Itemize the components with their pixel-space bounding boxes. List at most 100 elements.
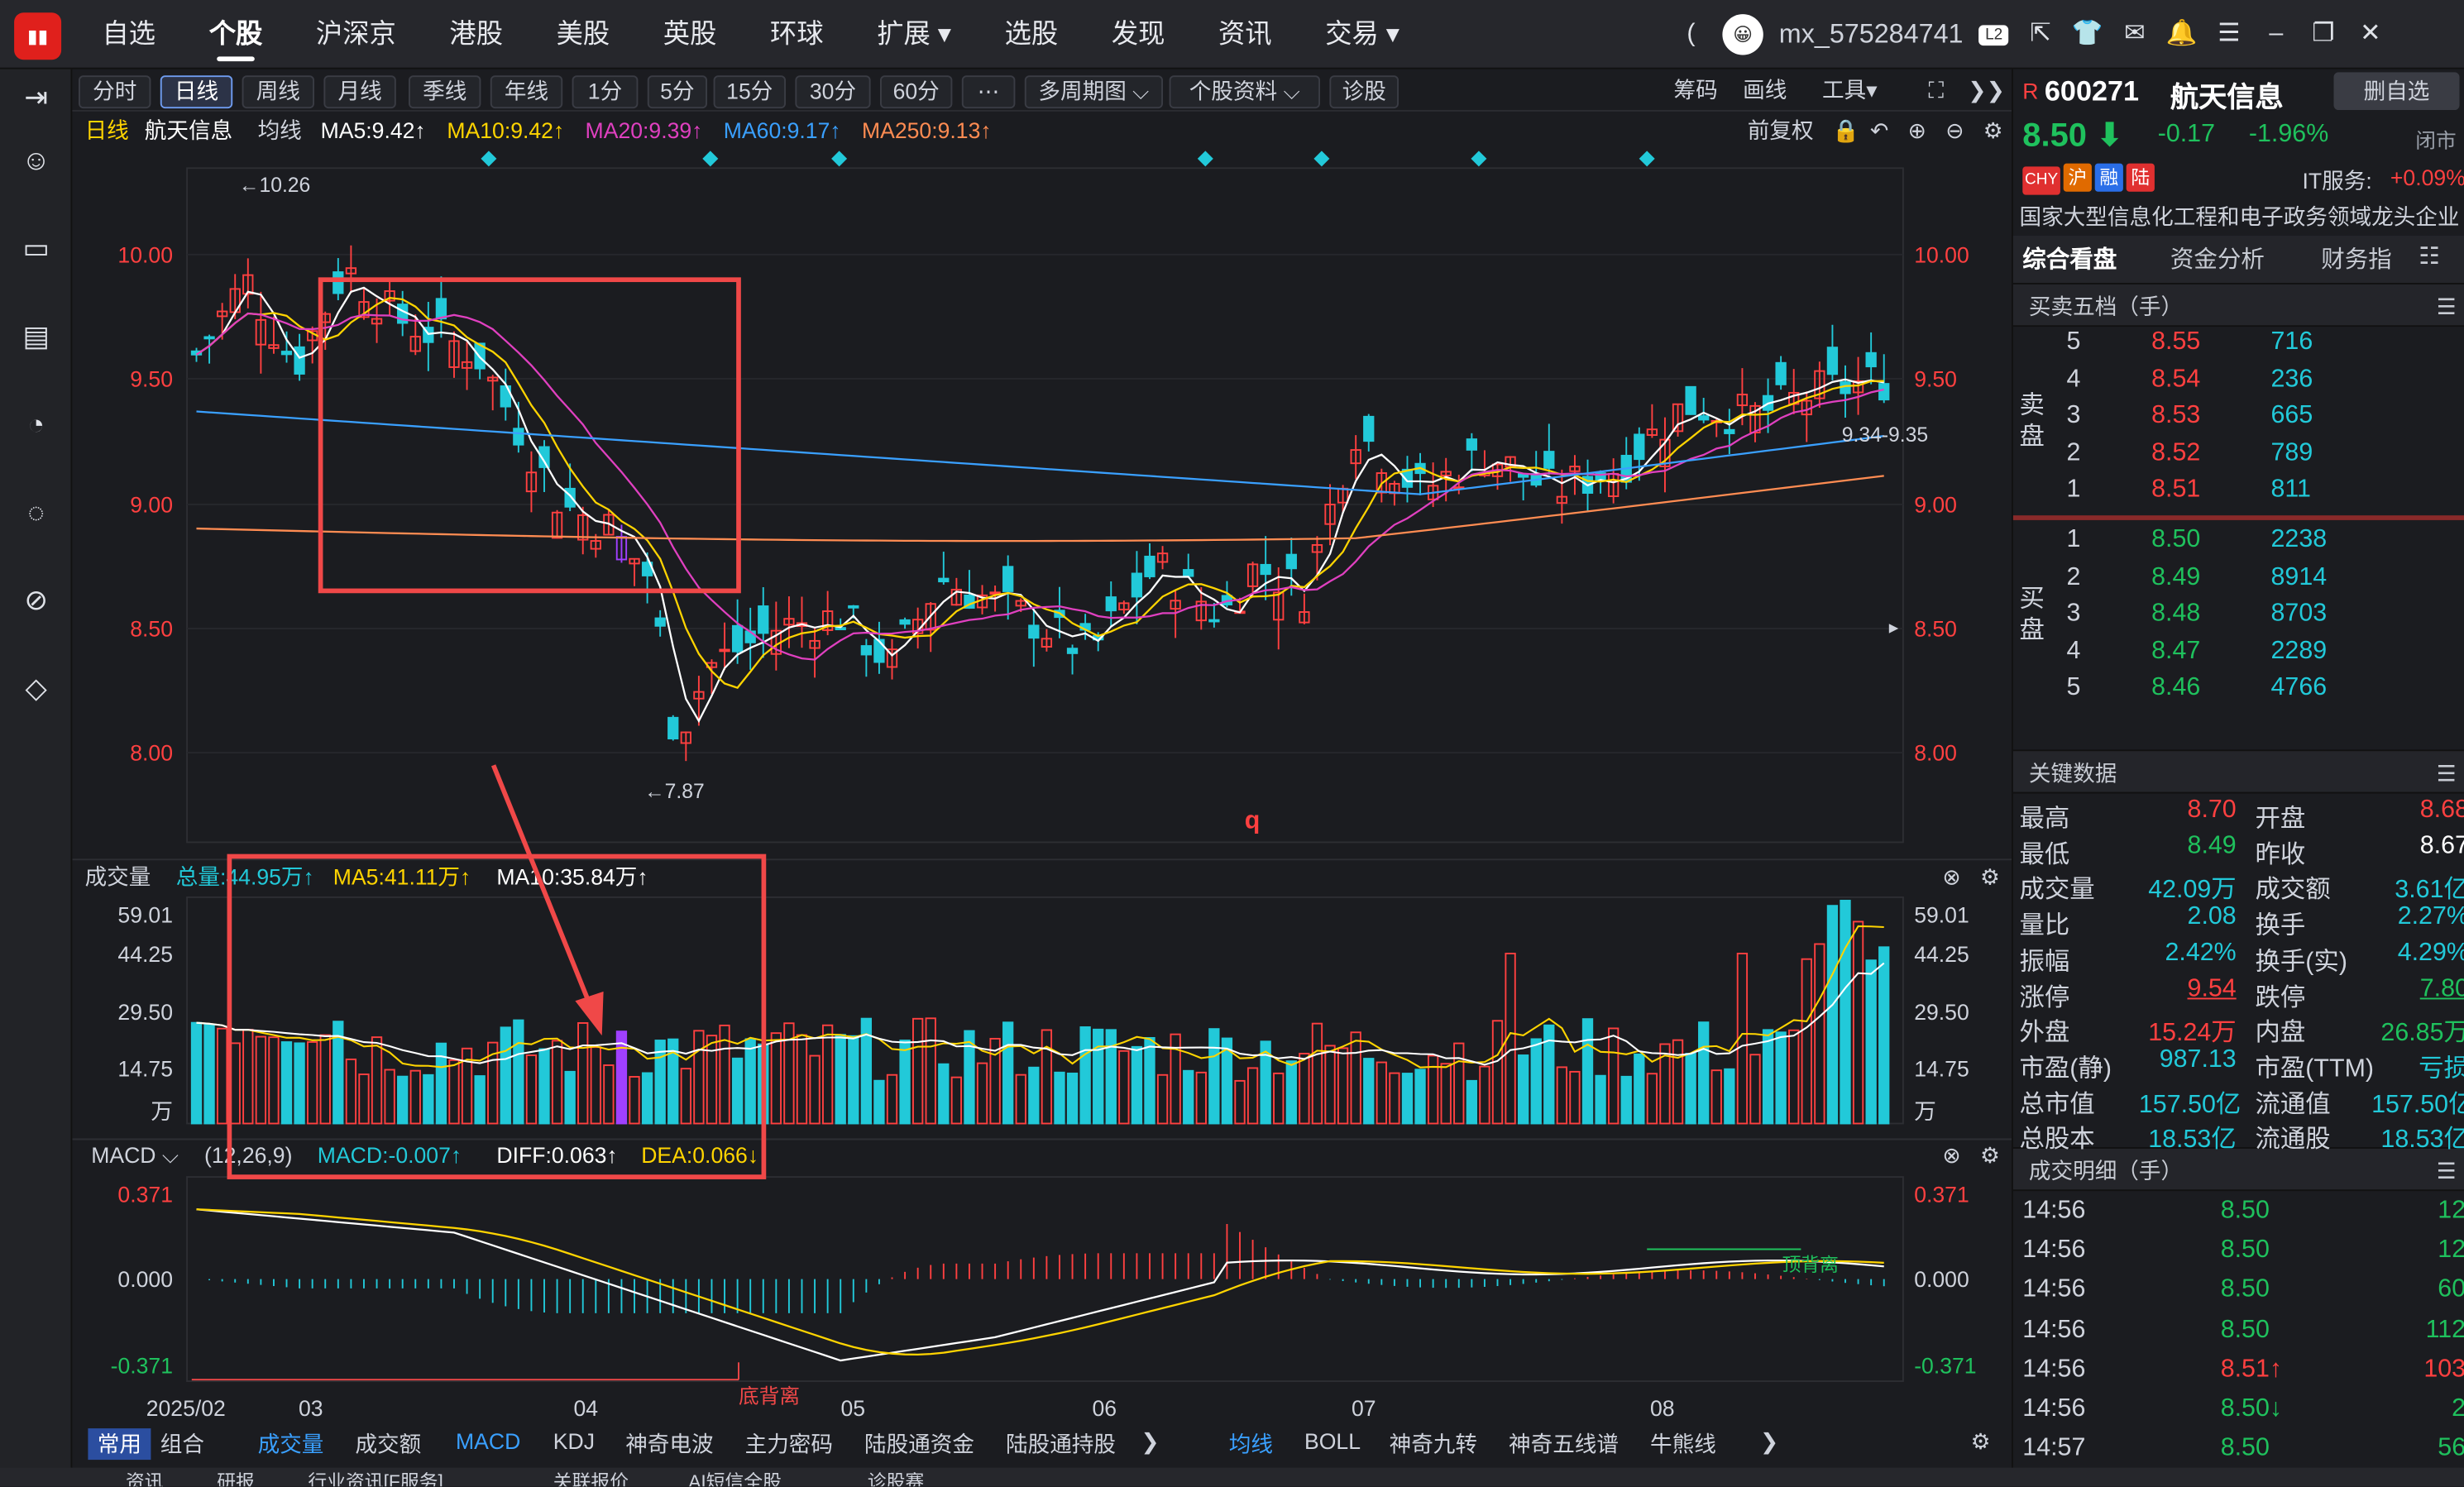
status-tab-0[interactable]: 资讯: [126, 1470, 164, 1487]
share-icon[interactable]: ⇱: [2030, 20, 2051, 48]
nav-item-1[interactable]: 个股: [182, 0, 289, 69]
sell-price[interactable]: 8.54: [2151, 365, 2201, 393]
buy-price[interactable]: 8.48: [2151, 600, 2201, 628]
undo-icon[interactable]: ↶: [1870, 118, 1888, 143]
nav-item-7[interactable]: 扩展 ▾: [877, 18, 952, 49]
quote-tab-0[interactable]: 综合看盘: [2022, 246, 2117, 274]
nav-item-0[interactable]: 自选: [102, 18, 156, 49]
indicator-tab-6[interactable]: 神奇电波: [625, 1431, 714, 1457]
indicator-tab-2[interactable]: 成交量: [257, 1431, 324, 1457]
nav-item-5[interactable]: 英股: [663, 18, 717, 49]
event-marker[interactable]: [1471, 151, 1487, 167]
tool-button-1[interactable]: 画线: [1743, 77, 1787, 103]
industry-label[interactable]: IT服务:: [2302, 168, 2372, 194]
event-marker[interactable]: [702, 151, 719, 167]
macd-title[interactable]: MACD ⌵: [91, 1143, 179, 1168]
monitor-icon[interactable]: ▭: [22, 232, 50, 265]
sell-price[interactable]: 8.53: [2151, 402, 2201, 429]
nav-item-2[interactable]: 沪深京: [315, 18, 396, 49]
period-tab-0[interactable]: 分时: [79, 75, 151, 109]
quote-tab-2[interactable]: 财务指: [2321, 246, 2392, 274]
username[interactable]: mx_575284741: [1778, 18, 1964, 49]
settings-gear-icon[interactable]: ⚙: [1970, 1428, 1991, 1454]
overlay-tab-4[interactable]: 牛熊线: [1650, 1431, 1716, 1457]
period-tab-7[interactable]: 5分: [647, 75, 707, 109]
diamond-icon[interactable]: ◇: [25, 672, 47, 705]
event-marker[interactable]: [831, 151, 848, 167]
overlay-tab-0[interactable]: 均线: [1228, 1431, 1273, 1457]
buy-price[interactable]: 8.46: [2151, 674, 2201, 701]
overlay-tab-5[interactable]: ❯: [1760, 1428, 1779, 1454]
period-tab-6[interactable]: 1分: [572, 75, 639, 109]
buy-price[interactable]: 8.49: [2151, 563, 2201, 590]
period-tab-5[interactable]: 年线: [490, 75, 563, 109]
nav-item-8[interactable]: 选股: [1004, 18, 1059, 49]
status-tab-5[interactable]: 诊股赛: [867, 1470, 925, 1487]
indicator-tab-5[interactable]: KDJ: [553, 1428, 596, 1454]
overlay-tab-3[interactable]: 神奇五线谱: [1509, 1431, 1619, 1457]
nav-item-6[interactable]: 环球: [770, 18, 824, 49]
chat-icon[interactable]: ◌: [27, 496, 45, 528]
indicator-tab-4[interactable]: MACD: [456, 1428, 521, 1454]
close-icon[interactable]: ✕: [2360, 20, 2381, 48]
kline-chart[interactable]: 日线 航天信息 均线 MA5:9.42↑ MA10:9.42↑ MA20:9.39↑ MA6…: [72, 112, 2012, 1424]
settings-icon[interactable]: ⚙: [1983, 118, 2003, 143]
indicator-tab-3[interactable]: 成交额: [355, 1431, 422, 1457]
avatar[interactable]: 😀: [1722, 14, 1763, 55]
ma-label[interactable]: 均线: [258, 118, 302, 143]
status-tab-1[interactable]: 研报: [217, 1470, 255, 1487]
nav-item-9[interactable]: 发现: [1111, 18, 1165, 49]
period-tab-14[interactable]: 诊股: [1329, 75, 1399, 109]
sell-price[interactable]: 8.51: [2151, 476, 2201, 503]
nav-item-3[interactable]: 港股: [449, 18, 503, 49]
sell-price[interactable]: 8.52: [2151, 439, 2201, 466]
event-marker[interactable]: [1639, 151, 1655, 167]
quote-tab-1[interactable]: 资金分析: [2170, 246, 2265, 274]
indicator-tab-7[interactable]: 主力密码: [744, 1431, 833, 1457]
period-tab-4[interactable]: 季线: [409, 75, 481, 109]
quote-tab-3[interactable]: ☷: [2419, 243, 2440, 270]
back-paren-icon[interactable]: (: [1687, 20, 1696, 48]
indicator-tab-9[interactable]: 陆股通持股: [1006, 1431, 1116, 1457]
gauge-icon[interactable]: ◔: [27, 409, 45, 440]
event-marker[interactable]: [481, 151, 497, 167]
indicator-tab-0[interactable]: 常用: [88, 1428, 151, 1461]
period-tab-9[interactable]: 30分: [795, 75, 871, 109]
tool-button-2[interactable]: 工具▾: [1822, 77, 1878, 103]
tshirt-icon[interactable]: 👕: [2071, 20, 2103, 48]
overlay-tab-1[interactable]: BOLL: [1304, 1428, 1361, 1454]
zoom-out-icon[interactable]: ⊖: [1945, 118, 1964, 143]
overlay-tab-2[interactable]: 神奇九转: [1389, 1431, 1477, 1457]
status-tab-4[interactable]: AI短信全股: [688, 1470, 782, 1487]
indicator-tab-8[interactable]: 陆股通资金: [864, 1431, 974, 1457]
tool-button-0[interactable]: 筹码: [1673, 77, 1718, 103]
period-tab-12[interactable]: 多周期图 ⌵: [1024, 75, 1163, 109]
bell-icon[interactable]: 🔔: [2165, 20, 2198, 48]
event-marker[interactable]: [1313, 151, 1330, 167]
nav-item-4[interactable]: 美股: [556, 18, 610, 49]
period-tab-1[interactable]: 日线: [160, 75, 233, 109]
period-tab-2[interactable]: 周线: [242, 75, 314, 109]
buy-price[interactable]: 8.50: [2151, 526, 2201, 553]
nav-item-11[interactable]: 交易 ▾: [1325, 18, 1400, 49]
period-tab-13[interactable]: 个股资料 ⌵: [1169, 75, 1320, 109]
collapse-icon[interactable]: ❯❯: [1968, 77, 2005, 103]
zoom-in-icon[interactable]: ⊕: [1908, 118, 1926, 143]
period-tab-10[interactable]: 60分: [880, 75, 953, 109]
macd-settings-icon[interactable]: ⚙: [1980, 1143, 2000, 1168]
status-tab-3[interactable]: 关联报价: [553, 1470, 629, 1487]
restore-icon[interactable]: ❐: [2312, 20, 2335, 48]
period-tab-11[interactable]: ⋯: [961, 75, 1016, 109]
minimize-icon[interactable]: –: [2269, 20, 2284, 48]
link-icon[interactable]: ⊘: [24, 584, 49, 616]
app-logo[interactable]: ▮▮: [14, 12, 62, 60]
robot-icon[interactable]: ☺: [22, 144, 51, 176]
fullscreen-icon[interactable]: ⛶: [1928, 77, 1945, 103]
period-tab-3[interactable]: 月线: [323, 75, 396, 109]
adjust-label[interactable]: 前复权: [1748, 118, 1814, 143]
sell-price[interactable]: 8.55: [2151, 328, 2201, 356]
lock-icon[interactable]: 🔒: [1832, 118, 1859, 143]
buy-price[interactable]: 8.47: [2151, 637, 2201, 664]
expand-icon[interactable]: ⇥: [24, 81, 49, 113]
event-marker[interactable]: [1197, 151, 1213, 167]
